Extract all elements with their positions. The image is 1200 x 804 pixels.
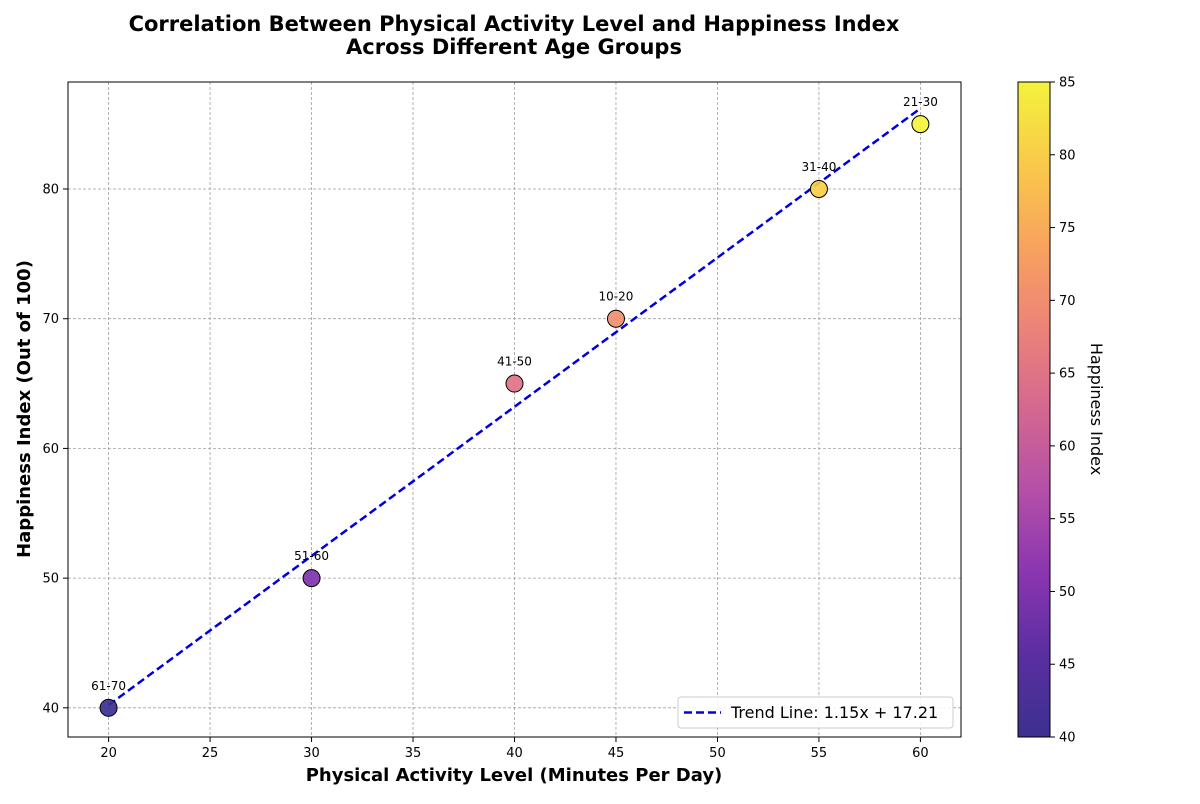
data-point — [911, 115, 930, 134]
point-label: 51-60 — [294, 549, 329, 563]
data-point — [302, 569, 321, 588]
point-label: 21-30 — [903, 95, 938, 109]
colorbar-gradient — [1017, 81, 1051, 738]
x-axis-label: Physical Activity Level (Minutes Per Day… — [306, 765, 723, 786]
colorbar-tick-label: 55 — [1059, 512, 1076, 527]
x-tick-label: 60 — [912, 746, 929, 761]
point-label: 10-20 — [599, 290, 634, 304]
chart-title-line2: Across Different Age Groups — [346, 35, 682, 59]
point-label: 41-50 — [497, 355, 532, 369]
data-point — [99, 698, 118, 717]
x-axis-ticks: 20 25 30 35 40 45 50 55 60 — [100, 737, 929, 761]
legend-trend-label: Trend Line: 1.15x + 17.21 — [730, 703, 938, 722]
point-label: 31-40 — [801, 160, 836, 174]
y-tick-label: 70 — [42, 312, 59, 327]
x-tick-label: 50 — [709, 746, 726, 761]
colorbar-label: Happiness Index — [1087, 343, 1106, 475]
colorbar-tick-label: 50 — [1059, 585, 1076, 600]
colorbar-tick-label: 75 — [1059, 221, 1076, 236]
x-tick-label: 25 — [202, 746, 219, 761]
grid — [68, 82, 961, 737]
legend-box — [677, 696, 954, 729]
x-tick-label: 55 — [811, 746, 828, 761]
colorbar-tick-label: 70 — [1059, 294, 1076, 309]
x-tick-label: 20 — [100, 746, 117, 761]
data-point — [505, 374, 524, 393]
y-tick-label: 80 — [42, 183, 59, 198]
x-tick-label: 35 — [405, 746, 422, 761]
point-label: 61-70 — [91, 679, 126, 693]
y-tick-label: 50 — [42, 572, 59, 587]
y-tick-label: 60 — [42, 442, 59, 457]
data-point — [809, 180, 828, 199]
x-tick-label: 40 — [506, 746, 523, 761]
colorbar-tick-label: 80 — [1059, 148, 1076, 163]
data-points — [99, 115, 930, 717]
chart-title-line1: Correlation Between Physical Activity Le… — [129, 12, 900, 36]
colorbar-tick-label: 60 — [1059, 439, 1076, 454]
y-axis-label: Happiness Index (Out of 100) — [14, 260, 35, 558]
point-labels: 10-20 21-30 31-40 41-50 51-60 61-70 — [91, 95, 938, 693]
colorbar-tick-label: 40 — [1059, 731, 1076, 746]
colorbar-ticks: 40 45 50 55 60 65 70 75 80 85 — [1050, 76, 1076, 746]
colorbar: 40 45 50 55 60 65 70 75 80 85 Happiness Index — [1017, 76, 1106, 746]
data-point — [606, 309, 625, 328]
x-tick-label: 45 — [608, 746, 625, 761]
x-tick-label: 30 — [303, 746, 320, 761]
y-tick-label: 40 — [42, 701, 59, 716]
colorbar-tick-label: 85 — [1059, 76, 1076, 91]
colorbar-tick-label: 65 — [1059, 367, 1076, 382]
legend: Trend Line: 1.15x + 17.21 — [677, 696, 954, 729]
colorbar-tick-label: 45 — [1059, 658, 1076, 673]
y-axis-ticks: 40 50 60 70 80 — [42, 183, 68, 716]
